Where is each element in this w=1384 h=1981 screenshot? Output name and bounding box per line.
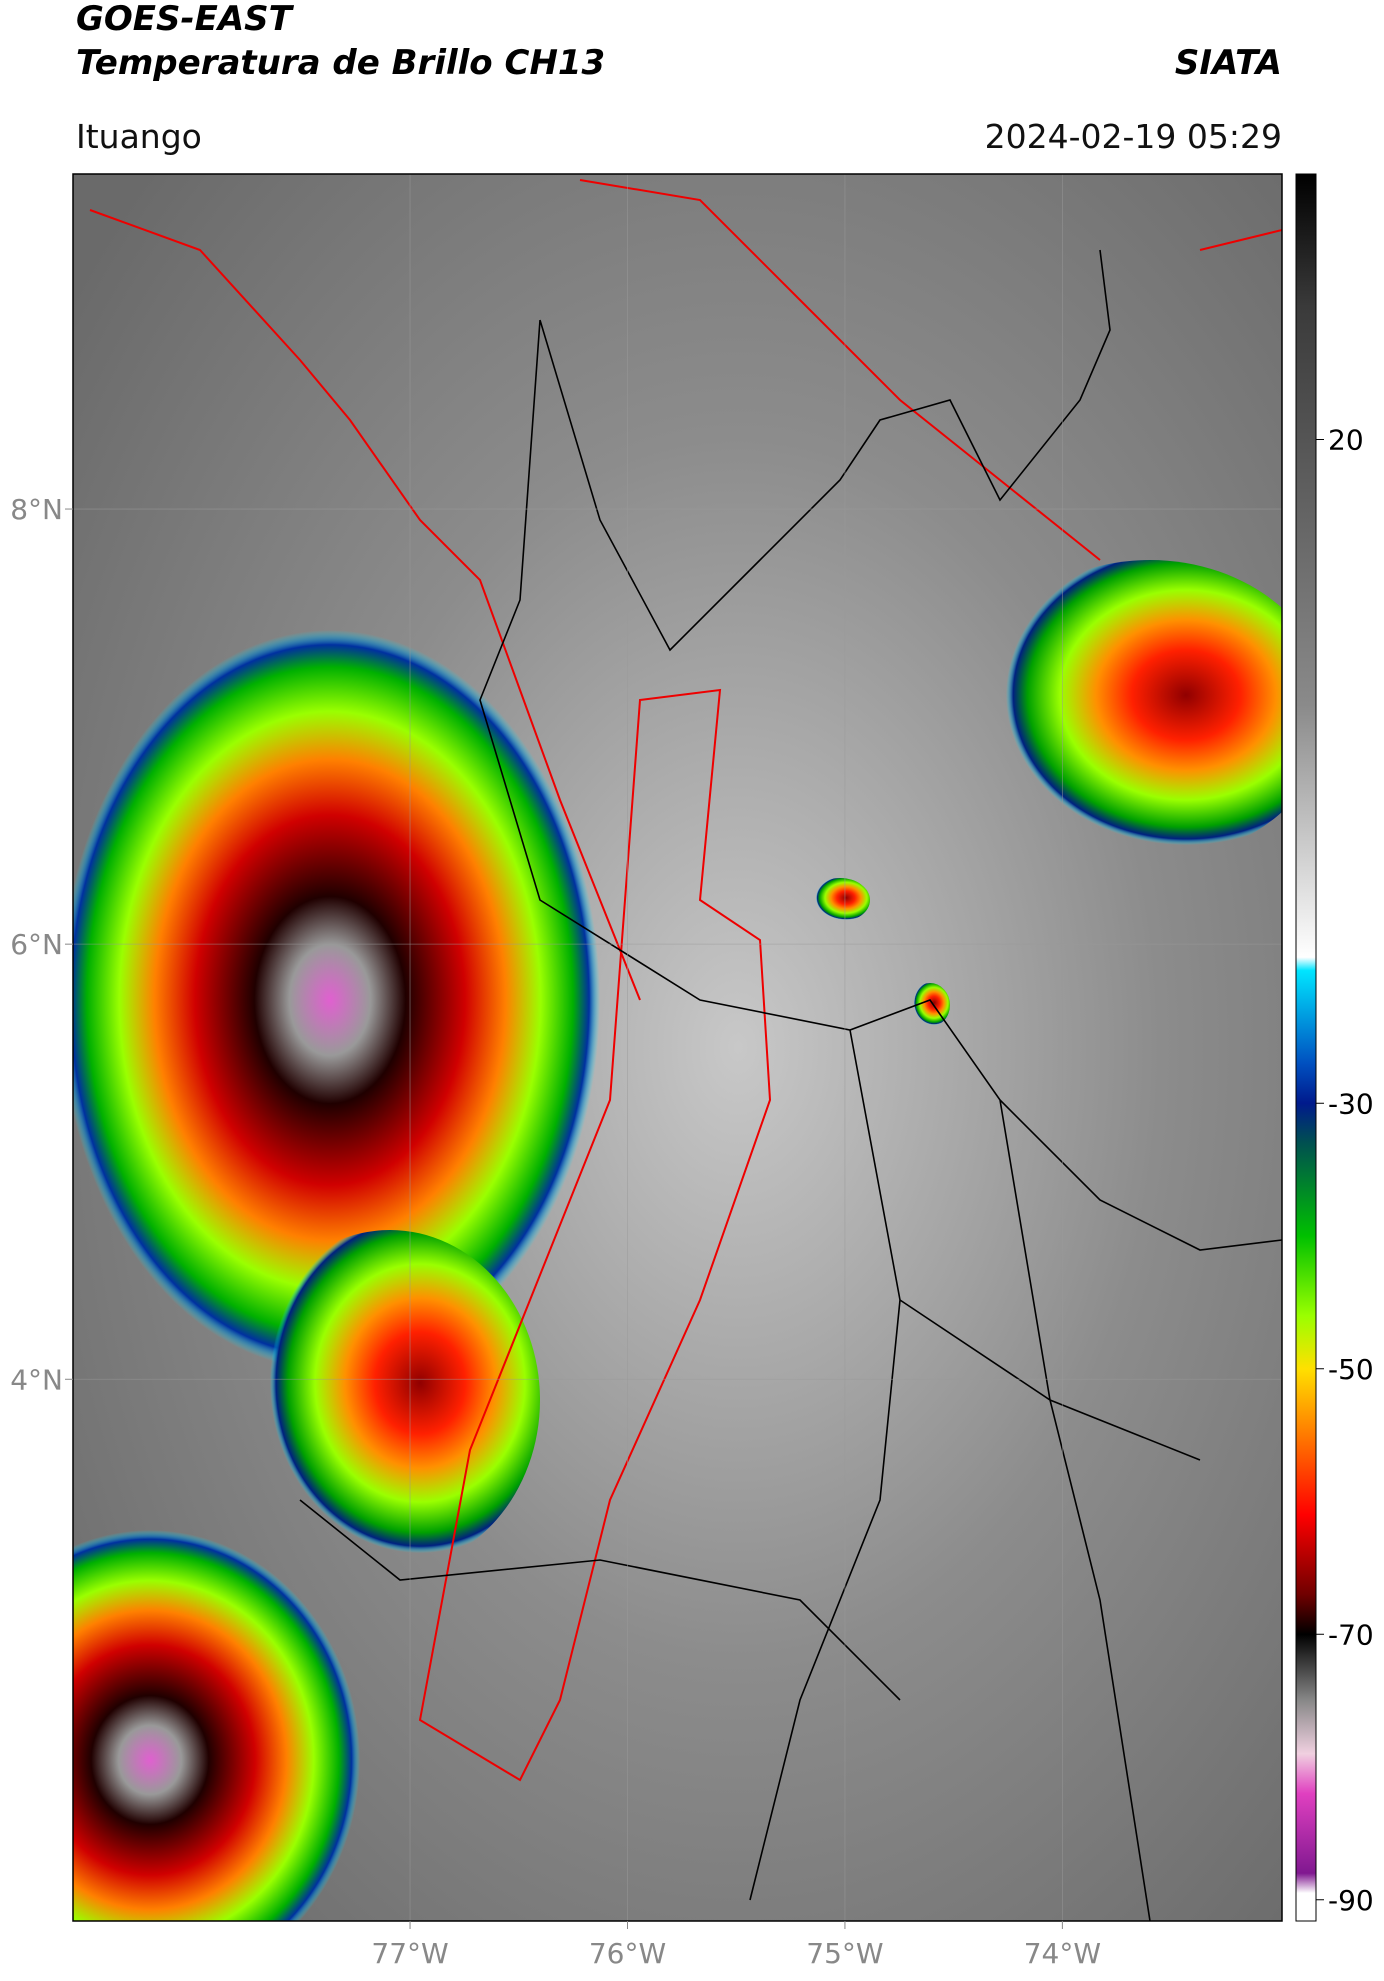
colorbar-tick-label: -30 [1328, 1087, 1374, 1120]
colorbar-tick-label: 20 [1328, 424, 1364, 457]
colorbar [1295, 173, 1317, 1922]
title: GOES-EAST [76, 0, 295, 39]
x-tick-label: 76°W [589, 1937, 666, 1970]
satellite-image [73, 174, 1282, 1921]
map-frame [72, 173, 1283, 1922]
brand: SIATA [1175, 43, 1282, 83]
colorbar-tick-label: -50 [1328, 1353, 1374, 1386]
y-tick-label: 8°N [10, 493, 63, 526]
x-tick-label: 75°W [806, 1937, 883, 1970]
title: Temperatura de Brillo CH13 [76, 43, 605, 83]
timestamp: 2024-02-19 05:29 [985, 117, 1282, 156]
x-tick-label: 77°W [371, 1937, 448, 1970]
y-tick-label: 4°N [10, 1363, 63, 1396]
colorbar-tick-label: -70 [1328, 1618, 1374, 1651]
x-tick-label: 74°W [1024, 1937, 1101, 1970]
location: Ituango [76, 117, 202, 156]
y-tick-label: 6°N [10, 928, 63, 961]
colorbar-tick-label: -90 [1328, 1884, 1374, 1917]
